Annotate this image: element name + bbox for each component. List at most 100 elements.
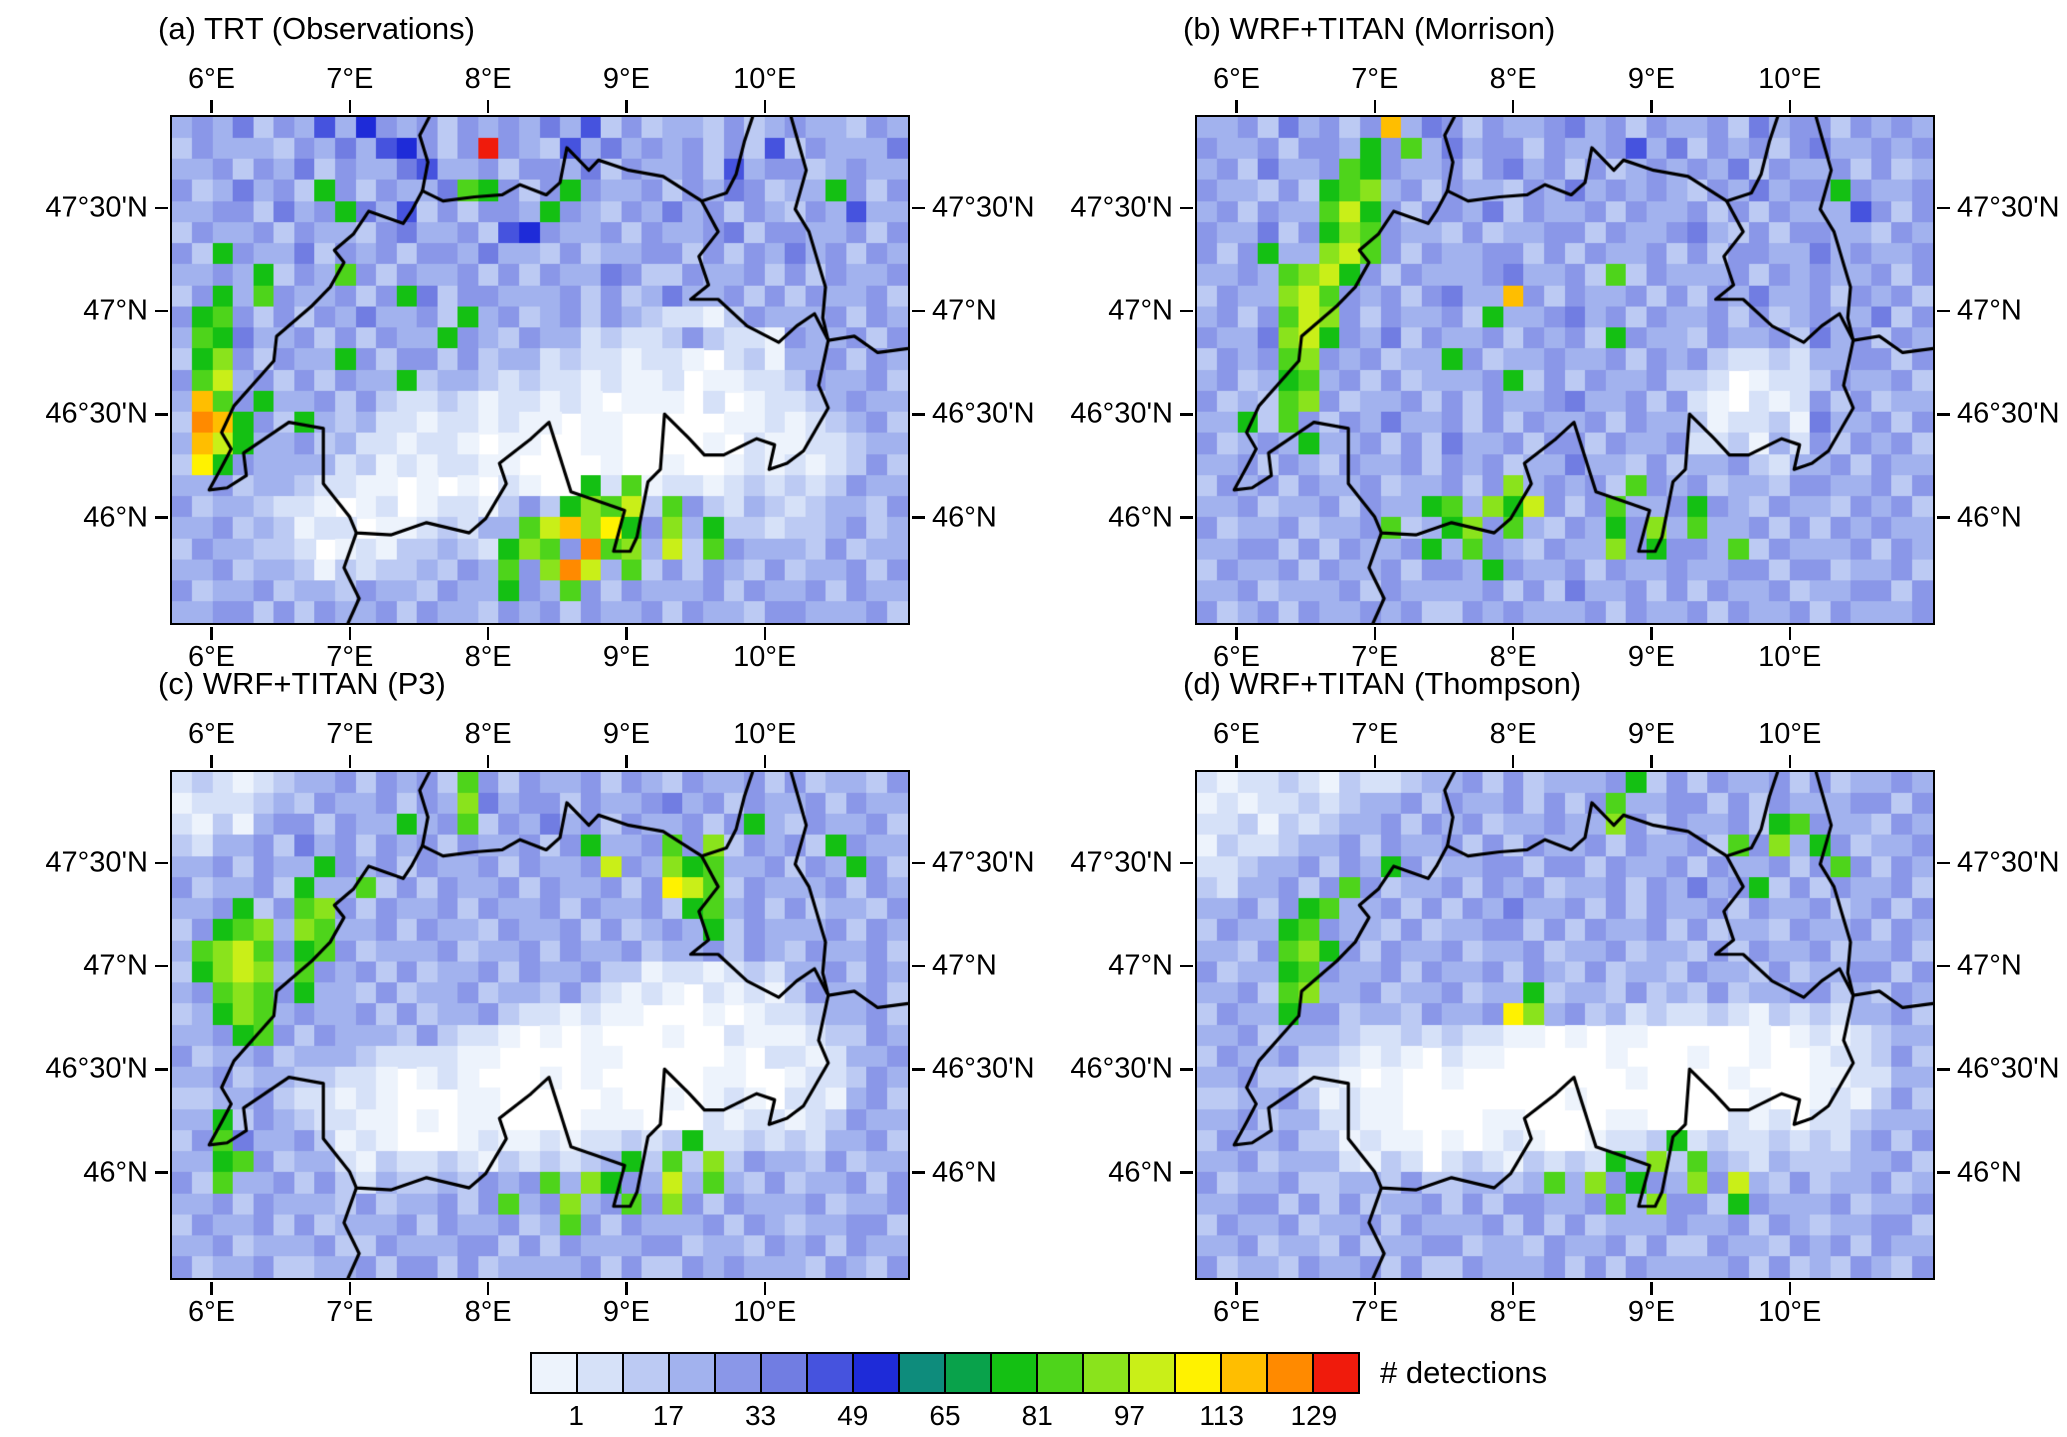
lon-tick-label: 10°E: [733, 718, 797, 750]
lon-tick-mark: [763, 1282, 767, 1295]
lon-tick-mark: [1788, 627, 1792, 640]
lat-tick-label: 46°N: [1957, 1156, 2022, 1189]
lat-tick-mark: [1937, 516, 1950, 519]
lon-tick-label: 7°E: [326, 63, 374, 95]
lat-tick-mark: [912, 964, 925, 968]
lat-tick-mark: [1180, 413, 1193, 416]
panel-d: (d) WRF+TITAN (Thompson) 6°E 6°E 7°E 7°E 8°E…: [1070, 666, 2059, 1328]
lat-tick-mark: [912, 309, 925, 313]
lat-tick-mark: [155, 1068, 168, 1071]
lat-tick-label: 47°30'N: [932, 846, 1035, 879]
lat-tick-label: 47°30'N: [45, 846, 148, 879]
lon-tick-label: 8°E: [464, 641, 512, 673]
lat-tick-label: 46°30'N: [45, 1052, 148, 1085]
panel-a-plot: [170, 115, 910, 625]
lat-tick-label: 46°30'N: [1070, 397, 1173, 430]
lon-tick-label: 7°E: [1351, 63, 1399, 95]
lon-tick-mark: [625, 755, 628, 768]
panel-c-plot: [170, 770, 910, 1280]
panel-c: (c) WRF+TITAN (P3) 6°E 6°E 7°E 7°E 8°E 8°E 9°E…: [45, 666, 1034, 1328]
colorbar-tick-label: 97: [1113, 1400, 1146, 1431]
lon-tick-mark: [1235, 627, 1238, 640]
colorbar-swatch: [1084, 1354, 1130, 1392]
lat-tick-label: 46°30'N: [932, 1052, 1035, 1085]
colorbar-swatch: [578, 1354, 624, 1392]
lat-tick-label: 47°N: [1957, 949, 2022, 982]
heatmap-canvas-c: [172, 772, 908, 1278]
lon-tick-mark: [486, 1282, 490, 1295]
lon-tick-label: 10°E: [1758, 1296, 1822, 1328]
lat-tick-mark: [155, 1171, 168, 1174]
lat-tick-label: 47°30'N: [1070, 846, 1173, 879]
lat-tick-label: 47°30'N: [45, 191, 148, 224]
lon-tick-mark: [625, 1282, 628, 1295]
lat-tick-mark: [1180, 516, 1193, 519]
colorbar-swatch: [1314, 1354, 1358, 1392]
lon-tick-mark: [1650, 755, 1653, 768]
lon-tick-mark: [1373, 100, 1377, 113]
lon-tick-mark: [1373, 1282, 1377, 1295]
lat-tick-label: 47°N: [1108, 294, 1173, 327]
lat-tick-label: 46°30'N: [1957, 1052, 2060, 1085]
lat-tick-mark: [1937, 861, 1950, 865]
lat-tick-mark: [1180, 1068, 1193, 1071]
lat-tick-label: 46°30'N: [932, 397, 1035, 430]
lon-tick-label: 6°E: [187, 641, 236, 673]
lat-tick-mark: [1180, 861, 1193, 865]
lat-tick-label: 47°N: [1108, 949, 1173, 982]
colorbar-tick-label: 17: [652, 1400, 684, 1431]
heatmap-canvas-d: [1197, 772, 1933, 1278]
lon-tick-mark: [348, 100, 352, 113]
lon-tick-mark: [763, 755, 767, 768]
lat-tick-mark: [155, 206, 168, 210]
lon-tick-mark: [210, 1282, 213, 1295]
lon-tick-mark: [1788, 1282, 1792, 1295]
lon-tick-label: 7°E: [1351, 641, 1399, 673]
colorbar-tick-labels: 1 17 33 49 65 81 97 113 129: [530, 1400, 1360, 1432]
lat-tick-mark: [912, 516, 925, 519]
lat-tick-label: 47°N: [1957, 294, 2022, 327]
colorbar-swatch: [532, 1354, 578, 1392]
lon-tick-mark: [1511, 100, 1515, 113]
panel-c-title: (c) WRF+TITAN (P3): [158, 666, 446, 701]
lat-tick-mark: [155, 516, 168, 519]
colorbar-swatch: [1222, 1354, 1268, 1392]
panel-b: (b) WRF+TITAN (Morrison) 6°E 6°E 7°E 7°E 8°E…: [1070, 11, 2059, 673]
lon-tick-mark: [1788, 755, 1792, 768]
lon-tick-mark: [763, 100, 767, 113]
lon-tick-mark: [1511, 755, 1515, 768]
lon-tick-label: 9°E: [1627, 63, 1675, 95]
lat-tick-mark: [155, 413, 168, 416]
lon-tick-label: 6°E: [187, 718, 236, 750]
lat-tick-mark: [1937, 1171, 1950, 1174]
lon-tick-label: 9°E: [1627, 641, 1675, 673]
colorbar-tick-label: 81: [1021, 1400, 1053, 1431]
lon-tick-mark: [1511, 1282, 1515, 1295]
lat-tick-mark: [1937, 413, 1950, 416]
panel-a-title: (a) TRT (Observations): [158, 11, 475, 46]
lat-tick-mark: [155, 861, 168, 865]
colorbar-tick-label: 1: [568, 1400, 584, 1431]
lon-tick-label: 7°E: [326, 641, 374, 673]
lon-tick-mark: [1373, 755, 1377, 768]
lat-tick-mark: [1180, 309, 1193, 313]
lon-tick-label: 8°E: [1489, 1296, 1537, 1328]
lon-tick-mark: [625, 627, 628, 640]
panel-d-plot: [1195, 770, 1935, 1280]
lat-tick-label: 47°N: [932, 949, 997, 982]
colorbar-swatch: [624, 1354, 670, 1392]
lat-tick-mark: [912, 1068, 925, 1071]
lon-tick-label: 9°E: [602, 718, 650, 750]
lon-tick-label: 8°E: [1489, 63, 1537, 95]
lon-tick-label: 8°E: [464, 63, 512, 95]
lat-tick-label: 46°30'N: [1957, 397, 2060, 430]
lon-tick-label: 9°E: [602, 641, 650, 673]
lon-tick-mark: [1373, 627, 1377, 640]
lat-tick-label: 46°N: [83, 501, 148, 534]
colorbar-swatch: [1130, 1354, 1176, 1392]
lon-tick-label: 6°E: [187, 1296, 236, 1328]
lon-tick-mark: [1511, 627, 1515, 640]
lat-tick-label: 47°N: [83, 294, 148, 327]
heatmap-canvas-b: [1197, 117, 1933, 623]
lat-tick-mark: [1180, 964, 1193, 968]
